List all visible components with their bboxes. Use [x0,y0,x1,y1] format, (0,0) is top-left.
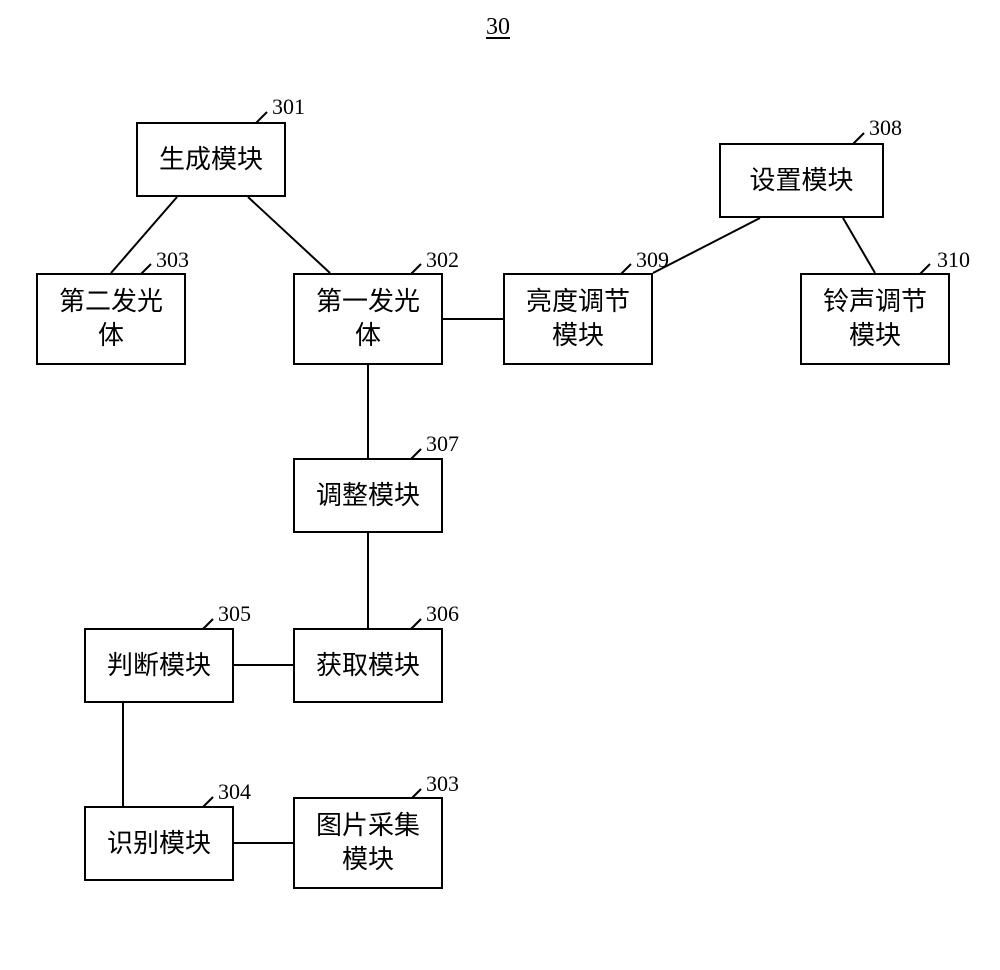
node-n303b: 图片采集 模块 [293,797,443,889]
edge [653,218,760,273]
node-n305: 判断模块 [84,628,234,703]
edge [248,197,330,273]
node-ref: 301 [272,94,305,120]
node-ref: 308 [869,115,902,141]
node-label: 获取模块 [316,649,420,683]
node-ref: 303 [156,247,189,273]
node-ref: 302 [426,247,459,273]
node-n309: 亮度调节 模块 [503,273,653,365]
node-label: 第一发光 体 [316,285,420,353]
node-label: 生成模块 [159,143,263,177]
node-ref: 303 [426,771,459,797]
node-n307: 调整模块 [293,458,443,533]
node-n308: 设置模块 [719,143,884,218]
node-label: 第二发光 体 [59,285,163,353]
node-label: 识别模块 [107,827,211,861]
node-ref: 305 [218,601,251,627]
edge [843,218,875,273]
node-n304: 识别模块 [84,806,234,881]
node-n303a: 第二发光 体 [36,273,186,365]
node-n301: 生成模块 [136,122,286,197]
node-label: 设置模块 [749,164,853,198]
node-ref: 307 [426,431,459,457]
node-ref: 309 [636,247,669,273]
node-label: 图片采集 模块 [316,809,420,877]
node-n306: 获取模块 [293,628,443,703]
node-label: 调整模块 [316,479,420,513]
node-n302: 第一发光 体 [293,273,443,365]
diagram-canvas: 30 生成模块301设置模块308第二发光 体303第一发光 体302亮度调节 … [0,0,1000,970]
node-ref: 306 [426,601,459,627]
node-ref: 310 [937,247,970,273]
node-label: 铃声调节 模块 [823,285,927,353]
node-label: 判断模块 [107,649,211,683]
node-ref: 304 [218,779,251,805]
node-n310: 铃声调节 模块 [800,273,950,365]
node-label: 亮度调节 模块 [526,285,630,353]
